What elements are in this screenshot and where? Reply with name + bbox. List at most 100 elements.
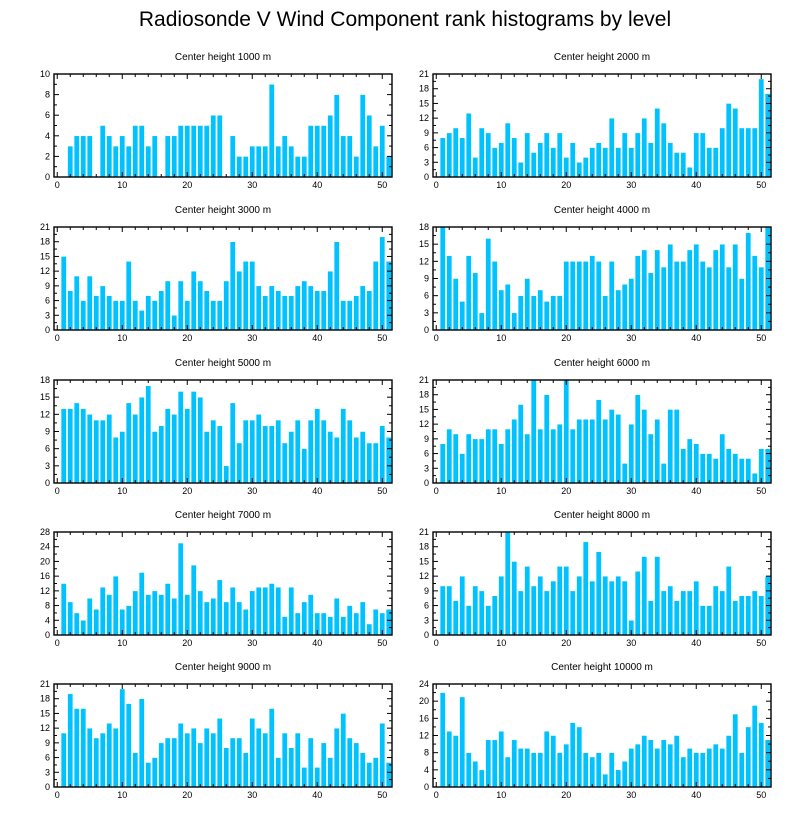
bar <box>216 300 223 331</box>
bar <box>686 249 693 331</box>
bar <box>452 127 459 178</box>
y-tick-label: 0 <box>424 630 429 640</box>
bar <box>595 261 602 331</box>
bar <box>132 414 139 484</box>
bar <box>745 458 752 484</box>
bar <box>680 261 687 331</box>
bar <box>145 594 152 636</box>
bar <box>738 127 745 178</box>
bar <box>242 752 249 788</box>
x-tick-label: 20 <box>561 333 571 343</box>
bar <box>517 295 524 331</box>
bar <box>485 132 492 178</box>
bar <box>478 312 485 331</box>
bar <box>764 739 771 788</box>
bar <box>255 414 262 484</box>
bar <box>288 145 295 178</box>
bar <box>569 142 576 178</box>
bar <box>446 585 453 636</box>
bar <box>340 713 347 788</box>
bar <box>686 748 693 788</box>
bar <box>511 137 518 178</box>
x-tick-label: 30 <box>247 180 257 190</box>
y-tick-label: 12 <box>419 113 429 123</box>
bar <box>125 261 132 331</box>
bar <box>229 135 236 178</box>
bar <box>530 585 537 636</box>
bar <box>268 425 275 484</box>
y-tick-label: 15 <box>40 708 50 718</box>
bar <box>125 145 132 178</box>
bar <box>379 425 386 484</box>
bar <box>543 590 550 636</box>
bar <box>725 566 732 636</box>
bar <box>249 718 256 788</box>
bar <box>314 290 321 331</box>
bar <box>530 152 537 178</box>
bar <box>504 283 511 331</box>
bar <box>112 575 119 636</box>
bar <box>379 722 386 788</box>
y-tick-label: 20 <box>419 696 429 706</box>
bar <box>563 743 570 788</box>
bar <box>138 572 145 636</box>
bar <box>485 428 492 484</box>
bar <box>654 108 661 178</box>
y-tick-label: 18 <box>40 237 50 247</box>
bar <box>621 463 628 484</box>
main-title: Radiosonde V Wind Component rank histogr… <box>138 8 672 31</box>
bar <box>686 438 693 484</box>
bar <box>628 748 635 788</box>
x-tick-label: 40 <box>312 638 322 648</box>
x-tick-label: 20 <box>561 790 571 800</box>
bar <box>138 125 145 178</box>
bar <box>537 575 544 636</box>
bar <box>660 463 667 484</box>
x-tick-label: 40 <box>312 180 322 190</box>
x-tick-label: 40 <box>312 486 322 496</box>
x-tick-label: 50 <box>756 333 766 343</box>
x-tick-label: 30 <box>626 790 636 800</box>
bar <box>67 408 74 484</box>
y-tick-label: 9 <box>45 427 50 437</box>
y-tick-label: 12 <box>40 409 50 419</box>
bar <box>359 431 366 484</box>
bar <box>524 132 531 178</box>
bar <box>307 419 314 484</box>
bar <box>582 261 589 331</box>
bar <box>346 605 353 636</box>
bar <box>504 756 511 788</box>
y-tick-label: 9 <box>45 281 50 291</box>
bar <box>197 742 204 788</box>
x-tick-label: 0 <box>55 638 60 648</box>
bar <box>353 612 360 636</box>
bar <box>366 114 373 178</box>
bar <box>478 438 485 484</box>
bar <box>119 431 126 484</box>
y-tick-label: 20 <box>40 556 50 566</box>
bar <box>99 732 106 788</box>
bar <box>751 127 758 178</box>
bar <box>673 261 680 331</box>
bar <box>366 290 373 331</box>
bar <box>236 156 243 178</box>
bar <box>93 609 100 636</box>
bar <box>680 756 687 788</box>
x-tick-label: 30 <box>626 180 636 190</box>
x-tick-label: 30 <box>626 486 636 496</box>
bar <box>151 431 158 484</box>
bar <box>608 409 615 484</box>
bar <box>294 419 301 484</box>
y-tick-label: 3 <box>424 308 429 318</box>
y-tick-label: 0 <box>45 325 50 335</box>
bar <box>125 402 132 484</box>
bar <box>680 590 687 636</box>
bar <box>158 290 165 331</box>
bar <box>80 300 87 331</box>
bar <box>151 590 158 636</box>
bar <box>550 295 557 331</box>
bar <box>151 300 158 331</box>
bar <box>262 732 269 788</box>
bar <box>197 396 204 484</box>
bar <box>745 595 752 636</box>
